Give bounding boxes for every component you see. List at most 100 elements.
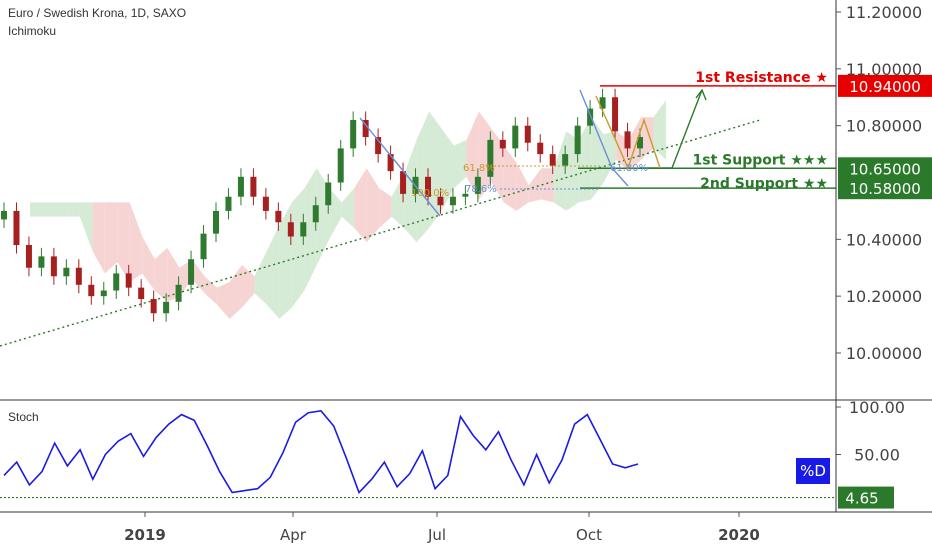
price-tick-label: 10.40000 xyxy=(846,230,922,249)
ichimoku-cloud-segment xyxy=(379,188,392,228)
ichimoku-cloud-segment xyxy=(291,188,305,308)
candle-body xyxy=(449,196,456,206)
candle-body xyxy=(599,97,606,109)
candle-body xyxy=(499,139,506,149)
time-tick-label: 2020 xyxy=(718,526,760,544)
fib-annotation: 61.8% xyxy=(463,163,495,174)
ichimoku-cloud-segment xyxy=(591,117,604,200)
stoch-tick-label: 100.00 xyxy=(849,398,905,417)
candle-body xyxy=(25,245,32,268)
ichimoku-cloud-segment xyxy=(541,168,554,203)
indicator-label: Ichimoku xyxy=(8,24,57,38)
fib-projection-path xyxy=(595,95,661,170)
ichimoku-cloud-segment xyxy=(578,117,592,203)
candle-body xyxy=(325,182,332,206)
candle-body xyxy=(387,154,394,172)
candle-body xyxy=(512,125,519,149)
candle-body xyxy=(362,119,369,138)
price-tick-label: 11.20000 xyxy=(846,3,922,22)
candle-body xyxy=(150,299,157,314)
symbol-title: Euro / Swedish Krona, 1D, SAXO xyxy=(8,6,187,20)
level-price-tag xyxy=(838,157,932,180)
ichimoku-cloud-segment xyxy=(516,162,529,211)
candle-body xyxy=(75,267,82,285)
level-name: 1st Support ★★★ xyxy=(693,152,828,168)
candle-body xyxy=(474,176,481,194)
time-tick-label: Apr xyxy=(280,526,307,544)
candle-body xyxy=(13,210,20,246)
candle-body xyxy=(287,222,294,237)
ichimoku-cloud-segment xyxy=(92,202,105,274)
time-tick-label: Jul xyxy=(427,526,446,544)
candle-body xyxy=(63,267,70,277)
ichimoku-cloud-segment xyxy=(204,276,218,305)
candle-body xyxy=(175,284,182,302)
candle-body xyxy=(537,142,544,155)
ichimoku-cloud-segment xyxy=(528,168,542,203)
ichimoku-cloud-segment xyxy=(653,100,666,160)
level-price-label: 10.58000 xyxy=(849,180,921,198)
candle-body xyxy=(337,148,344,183)
candle-body xyxy=(188,259,195,285)
ichimoku-cloud-segment xyxy=(104,202,118,274)
ichimoku-cloud-segment xyxy=(154,247,168,302)
ichimoku-cloud-segment xyxy=(329,188,342,240)
candle-body xyxy=(88,284,95,297)
ichimoku-cloud-segment xyxy=(641,117,654,160)
candle-body xyxy=(113,273,120,291)
ichimoku-cloud-segment xyxy=(67,202,80,217)
candle-body xyxy=(213,210,219,234)
ichimoku-cloud-segment xyxy=(142,236,155,291)
ichimoku-cloud-segment xyxy=(503,145,517,211)
ichimoku-cloud-segment xyxy=(54,202,68,217)
fib-annotation: 100.0% xyxy=(411,188,449,199)
candle-body xyxy=(437,196,444,206)
candle-body xyxy=(50,256,57,277)
ichimoku-cloud-segment xyxy=(254,250,267,305)
stoch-line xyxy=(3,409,639,494)
candle-body xyxy=(163,301,170,314)
candle-body xyxy=(425,176,431,197)
ichimoku-cloud-segment xyxy=(30,202,43,217)
ichimoku-cloud-segment xyxy=(478,111,492,200)
ichimoku-cloud-segment xyxy=(366,168,380,243)
candle-body xyxy=(262,196,269,211)
fib-projection-path-blue xyxy=(579,89,629,187)
candle-body xyxy=(100,290,107,297)
candle-body xyxy=(250,176,257,197)
ichimoku-cloud-segment xyxy=(341,188,355,228)
ichimoku-cloud-segment xyxy=(354,168,367,243)
candle-body xyxy=(487,139,494,177)
ichimoku-cloud-segment xyxy=(603,131,617,183)
price-tick-label: 10.80000 xyxy=(846,117,922,136)
candle-body xyxy=(587,108,594,126)
candle-body xyxy=(237,176,244,197)
candle-body xyxy=(562,154,569,166)
ichimoku-cloud-segment xyxy=(454,139,467,189)
projection-arrow xyxy=(640,89,703,169)
ichimoku-cloud-segment xyxy=(192,259,205,294)
candle-body xyxy=(125,273,132,288)
ichimoku-cloud-segment xyxy=(217,282,230,319)
price-tick-label: 10.00000 xyxy=(846,344,922,363)
candle-body xyxy=(574,125,581,155)
ichimoku-cloud-segment xyxy=(304,168,317,291)
ichimoku-cloud-segment xyxy=(129,202,143,282)
level-name: 2nd Support ★★ xyxy=(700,176,828,192)
candle-body xyxy=(462,193,469,197)
ichimoku-cloud-segment xyxy=(117,202,130,282)
ichimoku-cloud-segment xyxy=(42,202,55,217)
stoch-tick-label: 50.00 xyxy=(854,446,900,465)
time-tick-label: 2019 xyxy=(124,526,166,544)
candle-body xyxy=(375,137,382,155)
candle-body xyxy=(200,233,207,260)
candle-body xyxy=(312,205,319,223)
level-price-tag xyxy=(838,177,932,200)
ichimoku-cloud-segment xyxy=(229,264,242,319)
ichimoku-cloud-segment xyxy=(266,225,280,319)
trendline xyxy=(0,119,761,347)
ichimoku-cloud-segment xyxy=(404,139,417,243)
candle-body xyxy=(300,222,307,237)
stoch-series-tag xyxy=(796,458,830,484)
